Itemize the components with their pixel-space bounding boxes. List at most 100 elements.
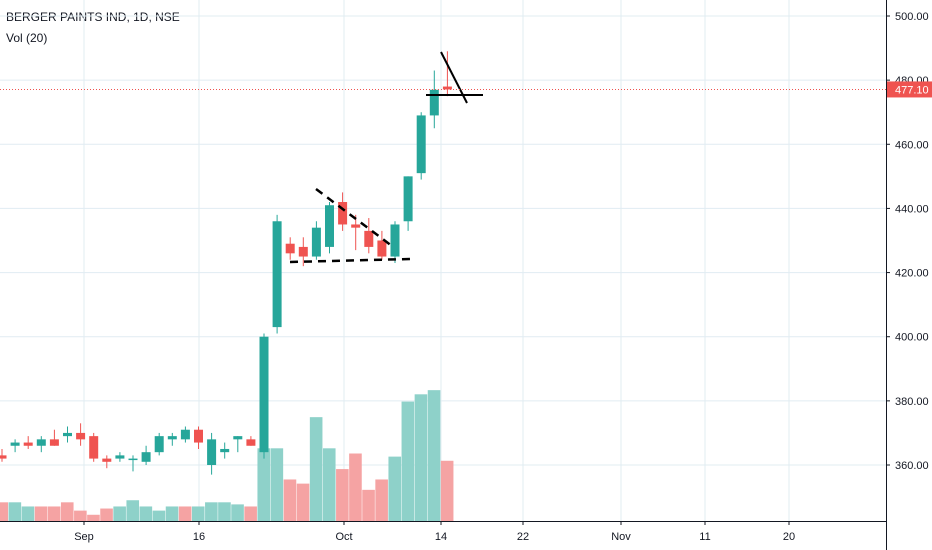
pattern-upper-line[interactable] [315, 188, 393, 247]
candle-body [233, 436, 243, 440]
candle-body [259, 336, 269, 453]
volume-bar [388, 456, 402, 521]
last-price-badge [887, 81, 932, 98]
volume-bar [349, 453, 362, 521]
candle-body [442, 86, 452, 90]
candle[interactable] [115, 452, 125, 462]
volume-bar [218, 502, 231, 521]
time-tick-label: 16 [193, 531, 205, 543]
candle-body [272, 221, 282, 328]
price-tick-label: 360.00 [895, 460, 929, 472]
candle[interactable] [338, 192, 348, 231]
candle[interactable] [311, 221, 321, 260]
volume-bar [100, 508, 113, 521]
volume-bar [113, 506, 126, 521]
candle-body [377, 240, 387, 257]
candle-body [325, 205, 334, 247]
candle-body [167, 436, 177, 440]
volume-bar [231, 504, 244, 521]
candle-body [36, 439, 46, 446]
candle-body [351, 224, 361, 228]
candle[interactable] [298, 237, 308, 267]
candle-body [429, 89, 439, 116]
volume-bar [47, 506, 61, 521]
volume-bar [257, 448, 271, 521]
candle-body [416, 115, 426, 174]
candle[interactable] [416, 112, 426, 180]
volume-bar [74, 510, 87, 521]
candle[interactable] [23, 436, 33, 449]
time-tick-label: 22 [517, 531, 529, 543]
candle-body [298, 246, 308, 257]
volume-bar [296, 483, 310, 521]
candle-body [10, 442, 20, 446]
volume-bar [401, 401, 415, 521]
candle-body [338, 202, 348, 225]
candle[interactable] [246, 436, 256, 446]
candle[interactable] [63, 426, 72, 443]
time-tick-label: 20 [783, 531, 795, 543]
candle[interactable] [259, 333, 269, 459]
candle-body [115, 455, 125, 459]
candle[interactable] [10, 439, 20, 453]
time-tick-label: 11 [699, 531, 710, 543]
volume-bar [8, 502, 22, 521]
price-tick-label: 460.00 [895, 139, 929, 151]
candle[interactable] [285, 237, 295, 260]
candle-body [364, 230, 374, 247]
candle-body [76, 432, 86, 440]
candle[interactable] [102, 455, 112, 469]
candle[interactable] [377, 230, 387, 260]
volume-bar [322, 448, 336, 521]
price-tick-label: 500.00 [895, 11, 929, 23]
volume-bar [34, 506, 48, 521]
candle[interactable] [194, 426, 203, 449]
candle[interactable] [49, 429, 59, 446]
volume-bar [60, 502, 74, 521]
last-price-label: 477.10 [895, 84, 929, 96]
candle-body [128, 458, 138, 461]
candle-body [403, 176, 413, 222]
volume-bar [178, 506, 192, 521]
candle[interactable] [220, 442, 230, 459]
candle[interactable] [36, 436, 46, 453]
volume-bar [165, 506, 179, 521]
volume-bar [414, 394, 428, 521]
candle-body [220, 448, 230, 453]
candle[interactable] [233, 436, 243, 453]
candle-body [0, 455, 7, 459]
candle[interactable] [167, 432, 177, 446]
candle[interactable] [141, 445, 151, 465]
candle[interactable] [272, 214, 282, 334]
volume-bar [427, 390, 441, 521]
candle[interactable] [154, 432, 164, 456]
volume-bar [21, 506, 35, 521]
time-tick-label: Sep [74, 531, 94, 543]
candle[interactable] [207, 432, 217, 475]
candle[interactable] [403, 176, 413, 231]
candle[interactable] [76, 423, 86, 446]
candle[interactable] [364, 218, 374, 254]
candle-body [246, 439, 256, 446]
candle-body [207, 439, 217, 465]
candle[interactable] [442, 51, 452, 97]
volume-bar [440, 460, 454, 521]
candle[interactable] [390, 221, 400, 263]
candle-body [285, 243, 295, 254]
candle[interactable] [128, 455, 138, 472]
volume-bar [205, 502, 218, 521]
candle[interactable] [429, 70, 439, 129]
candle[interactable] [0, 448, 7, 462]
price-tick-label: 400.00 [895, 332, 929, 344]
candle[interactable] [180, 426, 190, 443]
volume-bar [0, 502, 9, 521]
candle[interactable] [325, 202, 334, 254]
price-tick-label: 440.00 [895, 203, 929, 215]
candle[interactable] [89, 432, 99, 462]
candle[interactable] [351, 214, 361, 251]
candle-body [390, 224, 400, 257]
time-tick-label: 14 [435, 531, 447, 543]
pattern-lower-line[interactable] [289, 257, 411, 264]
volume-bar [126, 500, 140, 521]
